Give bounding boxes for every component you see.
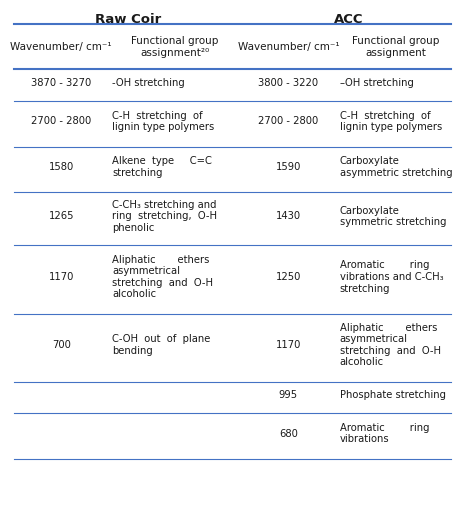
Text: Phosphate stretching: Phosphate stretching [340,390,446,400]
Text: -OH stretching: -OH stretching [112,78,185,88]
Text: 3870 - 3270: 3870 - 3270 [31,78,91,88]
Text: Alkene  type     C=C
stretching: Alkene type C=C stretching [112,157,212,178]
Text: Wavenumber/ cm⁻¹: Wavenumber/ cm⁻¹ [10,42,112,52]
Text: 2700 - 2800: 2700 - 2800 [258,117,319,126]
Text: Wavenumber/ cm⁻¹: Wavenumber/ cm⁻¹ [237,42,339,52]
Text: Aliphatic       ethers
asymmetrical
stretching  and  O-H
alcoholic: Aliphatic ethers asymmetrical stretching… [112,255,213,299]
Text: Carboxylate
asymmetric stretching: Carboxylate asymmetric stretching [340,157,452,178]
Text: C-H  stretching  of
lignin type polymers: C-H stretching of lignin type polymers [340,111,442,132]
Text: 1580: 1580 [48,162,74,172]
Text: 1170: 1170 [276,340,301,350]
Text: Functional group
assignment: Functional group assignment [352,36,439,58]
Text: 995: 995 [279,390,298,400]
Text: C-H  stretching  of
lignin type polymers: C-H stretching of lignin type polymers [112,111,215,132]
Text: Aromatic        ring
vibrations and C-CH₃
stretching: Aromatic ring vibrations and C-CH₃ stret… [340,261,443,294]
Text: Functional group
assignment²⁰: Functional group assignment²⁰ [131,36,219,58]
Text: C-OH  out  of  plane
bending: C-OH out of plane bending [112,334,211,356]
Text: 1170: 1170 [48,272,74,282]
Text: 3800 - 3220: 3800 - 3220 [258,78,319,88]
Text: 700: 700 [52,340,71,350]
Text: C-CH₃ stretching and
ring  stretching,  O-H
phenolic: C-CH₃ stretching and ring stretching, O-… [112,200,218,233]
Text: 1265: 1265 [48,211,74,222]
Text: Aliphatic       ethers
asymmetrical
stretching  and  O-H
alcoholic: Aliphatic ethers asymmetrical stretching… [340,322,441,368]
Text: 2700 - 2800: 2700 - 2800 [31,117,91,126]
Text: Raw Coir: Raw Coir [95,13,161,26]
Text: ACC: ACC [334,13,363,26]
Text: 680: 680 [279,428,298,439]
Text: 1250: 1250 [276,272,301,282]
Text: 1430: 1430 [276,211,301,222]
Text: 1590: 1590 [276,162,301,172]
Text: Carboxylate
symmetric stretching: Carboxylate symmetric stretching [340,206,446,227]
Text: –OH stretching: –OH stretching [340,78,413,88]
Text: Aromatic        ring
vibrations: Aromatic ring vibrations [340,423,429,444]
